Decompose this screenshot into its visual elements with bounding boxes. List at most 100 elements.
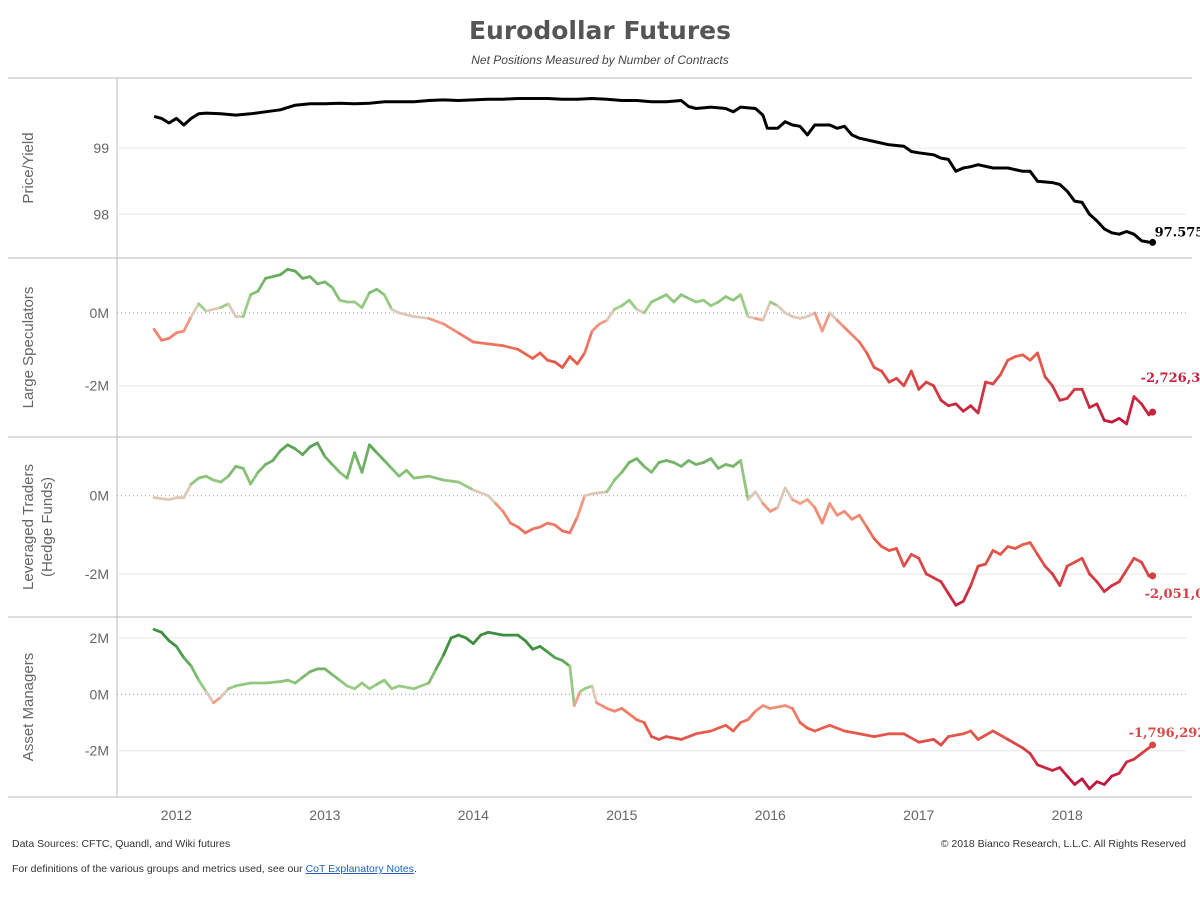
series-segment-large-speculators	[412, 315, 431, 320]
data-sources: Data Sources: CFTC, Quandl, and Wiki fut…	[12, 838, 231, 850]
series-segment-leveraged-traders	[709, 457, 720, 470]
series-segment-leveraged-traders	[590, 490, 609, 496]
series-segment-leveraged-traders	[865, 525, 876, 541]
series-segment-asset-managers	[642, 721, 653, 738]
series-segment-leveraged-traders	[850, 513, 861, 521]
series-segment-large-speculators	[561, 355, 572, 369]
series-segment-large-speculators	[605, 307, 616, 322]
series-segment-leveraged-traders	[405, 468, 416, 480]
series-segment-asset-managers	[694, 729, 713, 736]
y-tick-label: 0M	[90, 305, 109, 321]
series-segment-leveraged-traders	[1088, 572, 1099, 584]
series-segment-large-speculators	[1132, 395, 1143, 406]
series-segment-asset-managers	[947, 732, 965, 738]
series-segment-large-speculators	[538, 351, 549, 362]
series-segment-large-speculators	[583, 329, 594, 355]
series-segment-leveraged-traders	[917, 556, 928, 576]
series-segment-leveraged-traders	[278, 443, 290, 453]
series-segment-asset-managers	[546, 650, 557, 660]
series-segment-large-speculators	[991, 373, 1002, 386]
series-segment-large-speculators	[553, 360, 564, 369]
series-segment-leveraged-traders	[1117, 568, 1128, 584]
series-segment-large-speculators	[880, 369, 891, 384]
series-segment-asset-managers	[791, 707, 802, 724]
series-segment-asset-managers	[434, 653, 446, 671]
series-segment-asset-managers	[353, 681, 364, 691]
series-segment-leveraged-traders	[902, 553, 913, 568]
series-segment-asset-managers	[234, 681, 253, 688]
series-segment-leveraged-traders	[353, 451, 364, 474]
series-segment-leveraged-traders	[687, 459, 698, 466]
series-segment-leveraged-traders	[1125, 556, 1136, 572]
y-tick-label: -2M	[85, 378, 109, 394]
series-segment-asset-managers	[212, 695, 223, 705]
series-segment-leveraged-traders	[820, 502, 832, 525]
series-segment-leveraged-traders	[241, 466, 253, 486]
series-segment-asset-managers	[471, 633, 483, 645]
x-tick-label: 2012	[161, 807, 192, 823]
series-segment-asset-managers	[724, 723, 735, 733]
series-segment-asset-managers	[1021, 746, 1032, 755]
series-segment-leveraged-traders	[412, 474, 431, 480]
series-segment-asset-managers	[367, 683, 379, 691]
series-segment-asset-managers	[330, 673, 342, 682]
series-segment-large-speculators	[664, 293, 676, 304]
series-segment-asset-managers	[427, 667, 438, 685]
series-segment-asset-managers	[1006, 738, 1025, 750]
series-segment-leveraged-traders	[152, 496, 171, 502]
series-segment-asset-managers	[813, 723, 832, 733]
series-segment-large-speculators	[969, 404, 980, 415]
series-segment-leveraged-traders	[1095, 580, 1106, 593]
series-segment-leveraged-traders	[1132, 556, 1143, 564]
series-segment-large-speculators	[1021, 353, 1032, 362]
series-segment-large-speculators	[590, 322, 601, 333]
series-segment-large-speculators	[197, 302, 208, 313]
series-segment-leveraged-traders	[1140, 560, 1151, 578]
series-segment-leveraged-traders	[642, 464, 653, 474]
series-segment-leveraged-traders	[249, 470, 260, 486]
series-segment-asset-managers	[1080, 777, 1091, 791]
series-segment-leveraged-traders	[1028, 541, 1039, 556]
series-segment-leveraged-traders	[182, 482, 193, 500]
series-segment-large-speculators	[1117, 416, 1128, 426]
series-segment-leveraged-traders	[360, 443, 371, 474]
definitions-suffix: .	[413, 863, 417, 875]
y-tick-label: -2M	[85, 566, 109, 582]
series-segment-leveraged-traders	[323, 455, 334, 466]
series-segment-large-speculators	[531, 351, 542, 360]
series-segment-large-speculators	[568, 355, 579, 366]
series-segment-asset-managers	[969, 729, 980, 741]
y-tick-label: 2M	[90, 630, 109, 646]
series-segment-asset-managers	[264, 680, 282, 685]
series-segment-large-speculators	[702, 298, 713, 308]
y-tick-label: 98	[93, 206, 109, 222]
series-segment-asset-managers	[1073, 777, 1084, 786]
series-segment-large-speculators	[917, 380, 928, 391]
y-tick-label: 0M	[90, 686, 109, 702]
series-segment-asset-managers	[1117, 760, 1128, 775]
series-segment-asset-managers	[338, 678, 349, 688]
series-segment-leveraged-traders	[806, 498, 817, 509]
cot-explanatory-notes-link[interactable]: CoT Explanatory Notes	[305, 863, 414, 875]
y-tick-label: 0M	[90, 488, 109, 504]
series-segment-asset-managers	[323, 667, 334, 676]
series-segment-asset-managers	[991, 729, 1010, 741]
series-segment-large-speculators	[442, 322, 460, 335]
chart-area: 99 98 Price/Yield 97.575 0M -2M Large Speculat…	[8, 77, 1200, 823]
series-segment-leveraged-traders	[427, 474, 446, 482]
series-line-price	[153, 97, 1153, 244]
series-segment-large-speculators	[909, 369, 921, 391]
series-segment-asset-managers	[189, 664, 201, 682]
x-tick-label: 2014	[458, 807, 489, 823]
series-segment-large-speculators	[1125, 395, 1136, 426]
y-axis-label: Large Speculators	[20, 287, 37, 409]
series-segment-leveraged-traders	[538, 521, 549, 529]
series-segment-asset-managers	[568, 664, 576, 707]
series-segment-leveraged-traders	[605, 478, 616, 494]
series-segment-large-speculators	[954, 402, 965, 413]
series-segment-asset-managers	[486, 630, 505, 637]
series-segment-large-speculators	[152, 327, 163, 342]
series-segment-leveraged-traders	[1043, 564, 1054, 576]
series-segment-leveraged-traders	[1058, 564, 1069, 587]
x-tick-label: 2017	[903, 807, 934, 823]
